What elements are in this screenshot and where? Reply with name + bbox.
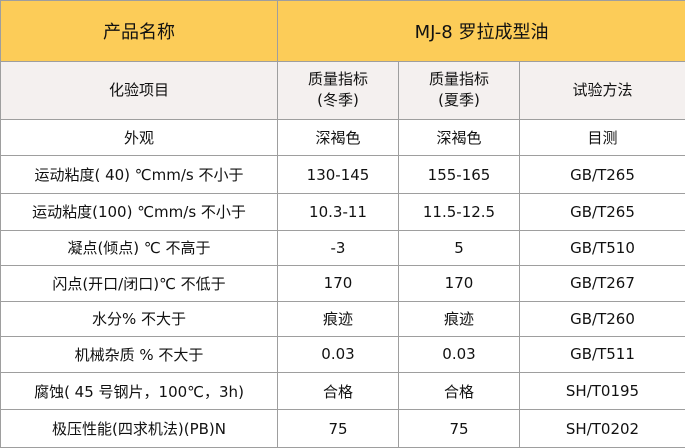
cell-summer: 170 [398,265,520,302]
table-row: 机械杂质 % 不大于 0.03 0.03 GB/T511 [0,336,685,373]
cell-summer: 痕迹 [398,300,520,338]
product-name-label: 产品名称 [0,0,278,62]
cell-method: GB/T267 [518,265,685,302]
cell-winter: -3 [277,229,399,267]
cell-winter: 痕迹 [277,300,399,338]
column-header-item: 化验项目 [0,60,278,120]
cell-summer: 5 [398,229,520,267]
cell-item: 外观 [0,118,278,157]
cell-method: GB/T260 [518,300,685,338]
column-header-summer: 质量指标 (夏季) [398,60,520,120]
column-header-winter-line2: (冬季) [317,91,359,110]
cell-item: 运动粘度( 40) ℃mm/s 不小于 [0,155,278,194]
cell-item: 运动粘度(100) ℃mm/s 不小于 [0,193,278,231]
cell-method: SH/T0202 [518,409,685,448]
cell-summer: 75 [398,409,520,448]
header-row: 产品名称 MJ-8 罗拉成型油 [0,0,685,62]
product-name-value: MJ-8 罗拉成型油 [276,0,685,62]
cell-method: 目测 [518,118,685,157]
cell-winter: 深褐色 [277,118,399,157]
table-row: 闪点(开口/闭口)℃ 不低于 170 170 GB/T267 [0,265,685,302]
column-header-summer-line2: (夏季) [438,91,480,110]
cell-method: GB/T510 [518,229,685,267]
column-header-summer-line1: 质量指标 [428,70,489,89]
cell-method: GB/T265 [518,155,685,194]
cell-summer: 11.5-12.5 [398,193,520,231]
cell-summer: 深褐色 [398,118,520,157]
cell-winter: 75 [277,409,399,448]
table-row: 运动粘度(100) ℃mm/s 不小于 10.3-11 11.5-12.5 GB/T2… [0,193,685,231]
table-row: 凝点(倾点) ℃ 不高于 -3 5 GB/T510 [0,229,685,267]
cell-item: 机械杂质 % 不大于 [0,336,278,373]
cell-item: 闪点(开口/闭口)℃ 不低于 [0,265,278,302]
table-row: 外观 深褐色 深褐色 目测 [0,118,685,157]
table-row: 极压性能(四求机法)(PB)N 75 75 SH/T0202 [0,409,685,448]
cell-method: SH/T0195 [518,371,685,411]
column-header-winter-line1: 质量指标 [307,70,368,89]
cell-item: 凝点(倾点) ℃ 不高于 [0,229,278,267]
column-header-method: 试验方法 [518,60,685,120]
cell-item: 腐蚀( 45 号钢片，100℃，3h) [0,371,278,411]
table-row: 运动粘度( 40) ℃mm/s 不小于 130-145 155-165 GB/T265 [0,155,685,194]
cell-winter: 合格 [277,371,399,411]
cell-summer: 合格 [398,371,520,411]
cell-winter: 0.03 [277,336,399,373]
cell-winter: 170 [277,265,399,302]
column-header-winter: 质量指标 (冬季) [277,60,399,120]
cell-item: 极压性能(四求机法)(PB)N [0,409,278,448]
cell-method: GB/T265 [518,193,685,231]
cell-winter: 130-145 [277,155,399,194]
cell-summer: 0.03 [398,336,520,373]
cell-method: GB/T511 [518,336,685,373]
cell-summer: 155-165 [398,155,520,194]
cell-winter: 10.3-11 [277,193,399,231]
table-row: 水分% 不大于 痕迹 痕迹 GB/T260 [0,300,685,338]
table-body: 外观 深褐色 深褐色 目测 运动粘度( 40) ℃mm/s 不小于 130-145 155-… [0,118,685,448]
table-row: 腐蚀( 45 号钢片，100℃，3h) 合格 合格 SH/T0195 [0,371,685,411]
column-header-row: 化验项目 质量指标 (冬季) 质量指标 (夏季) 试验方法 [0,60,685,120]
cell-item: 水分% 不大于 [0,300,278,338]
